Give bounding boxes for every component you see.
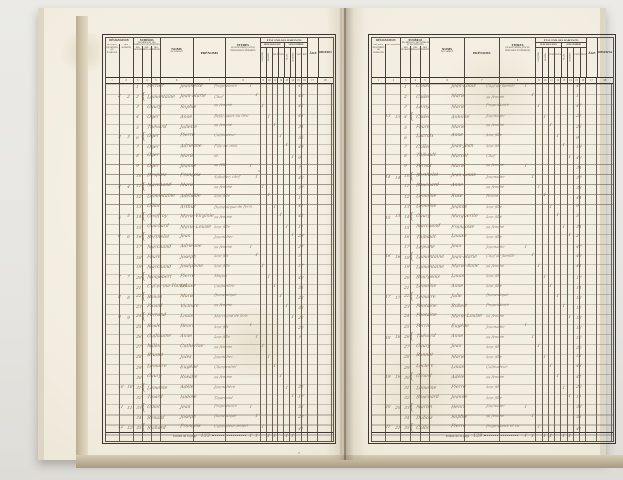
cell-col-observations-r — [597, 83, 612, 441]
header-total-masculin: TOTAL — [278, 53, 284, 56]
header-designation-rues: DES RUES, QUARTIERS OU HAMEAUX — [106, 43, 120, 77]
page-edge-left — [76, 16, 88, 468]
header-mariees-r: MARIÉES — [568, 48, 575, 77]
header-maries-r: MARIÉS — [543, 48, 549, 77]
header-designation-r: DÉSIGNATION DES RUES, QUARTIERS OU HAMEA… — [372, 37, 402, 77]
header-numeros-menages-r: DES MÉNAGES — [411, 46, 421, 77]
cell-col-num-menages — [143, 83, 152, 441]
header-prenoms: PRÉNOMS — [194, 37, 227, 77]
cell-col-num-maisons — [134, 83, 143, 441]
cell-col-prenoms — [194, 83, 227, 441]
cell-col-age-r — [586, 83, 598, 441]
header-veuves-r: VEUVES — [574, 48, 581, 77]
header-etat-civil: ÉTAT CIVIL DES HABITANTS SEXE MASCULIN G… — [260, 37, 309, 77]
cell-col-num-individus — [152, 83, 161, 441]
header-numeros: NUMÉROS DES MÉNAGES, DES FAMILLES ET DES… — [134, 37, 161, 77]
cell-col-prenoms-r — [465, 83, 500, 441]
header-sexe-feminin: SEXE FÉMININ FILLES MARIÉES VEUVES TOTAL — [284, 43, 308, 77]
cell-col-rues-r — [372, 83, 387, 441]
cell-col-age — [308, 83, 319, 441]
header-designation: DÉSIGNATION DES RUES, QUARTIERS OU HAMEA… — [106, 37, 134, 77]
totals-tally: 1 — [523, 433, 528, 439]
cell-col-observations — [318, 83, 332, 441]
header-numeros-menages: DES MÉNAGES — [143, 46, 152, 77]
header-noms-r: NOMS DE FAMILLE — [430, 37, 465, 77]
totals-tally: 1 — [542, 433, 547, 439]
header-numeros-maisons-r: DES MAISONS — [401, 46, 412, 77]
table-header-right: DÉSIGNATION DES RUES, QUARTIERS OU HAMEA… — [371, 37, 613, 78]
totals-tally: 1 — [567, 433, 572, 439]
census-table-right: DÉSIGNATION DES RUES, QUARTIERS OU HAMEA… — [368, 34, 616, 444]
cell-col-rues — [106, 83, 120, 441]
table-header-left: DÉSIGNATION DES RUES, QUARTIERS OU HAMEA… — [105, 37, 333, 78]
cell-col-noms-r — [430, 83, 465, 441]
header-veufs-r: VEUFS — [549, 48, 556, 77]
header-total-feminin-r: TOTAL — [580, 53, 586, 56]
totals-tally: 1 — [248, 433, 253, 439]
ink-fleck — [298, 452, 300, 454]
header-designation-maisons: DES MAISONS — [121, 44, 131, 49]
header-prenoms-r: PRÉNOMS — [465, 37, 500, 77]
book-block: DÉSIGNATION DES RUES, QUARTIERS OU HAMEA… — [38, 8, 623, 468]
header-mariees: MARIÉES — [291, 48, 297, 77]
census-table-left: DÉSIGNATION DES RUES, QUARTIERS OU HAMEA… — [102, 34, 336, 444]
totals-tally: 1 — [266, 433, 271, 439]
header-garcons: GARÇONS — [261, 48, 267, 77]
header-observations-r: OBSERVATIONS — [598, 49, 612, 54]
header-filles: FILLES — [285, 48, 291, 77]
cell-col-num-individus-r — [421, 83, 431, 441]
cell-col-titres — [226, 83, 261, 441]
header-numeros-individus: DES INDIVIDUS — [151, 46, 160, 52]
ink-fleck — [258, 170, 260, 172]
totals-tally: 1 — [548, 433, 553, 439]
header-maries: MARIÉS — [267, 48, 273, 77]
totals-tally: 1 — [290, 433, 295, 439]
header-observations: OBSERVATIONS — [318, 49, 333, 54]
totals-tally: 1 — [272, 433, 277, 439]
header-designation-rues-r: DES RUES, QUARTIERS OU HAMEAUX — [372, 43, 387, 77]
spine-fold-line — [344, 8, 346, 460]
header-veuves: VEUVES — [296, 48, 303, 77]
header-filles-r: FILLES — [562, 48, 568, 77]
column-number-band-right: 1 2 3 4 5 6 7 8 9 10 11 12 13 14 15 16 1 — [371, 77, 613, 84]
header-sexe-masculin-r: SEXE MASCULIN GARÇONS MARIÉS VEUFS TOTAL — [536, 43, 562, 77]
header-age-r: ÂGE — [587, 37, 598, 77]
header-numeros-individus-r: DES INDIVIDUS — [420, 46, 430, 52]
header-total-masculin-r: TOTAL — [555, 53, 561, 56]
cell-col-num-menages-r — [411, 83, 421, 441]
header-age: ÂGE — [308, 37, 319, 77]
header-sexe-masculin: SEXE MASCULIN GARÇONS MARIÉS VEUFS TOTAL — [260, 43, 285, 77]
page-edge-bottom — [76, 455, 623, 468]
header-total-feminin: TOTAL — [302, 53, 307, 56]
header-garcons-r: GARÇONS — [536, 48, 543, 77]
header-noms: NOMS DE FAMILLE — [161, 37, 194, 77]
cell-col-maisons-desig-r — [386, 83, 402, 441]
table-body-right: 1 Collet Jean-Louis Chef de famille 47 1 2 Cade… — [371, 83, 613, 441]
cell-col-num-maisons-r — [401, 83, 411, 441]
cell-col-noms — [161, 83, 194, 441]
header-veufs: VEUFS — [273, 48, 279, 77]
table-body-left: 1 Perrier Jeannette Propriétaire 47 1 2 2 2 Lamon… — [105, 83, 333, 441]
header-numeros-r: NUMÉROS DES MÉNAGES, DES FAMILLES ET DES… — [401, 37, 431, 77]
header-sexe-feminin-r: SEXE FÉMININ FILLES MARIÉES VEUVES TOTAL — [561, 43, 586, 77]
header-titres: TITRES QUALIFICATIONS, ÉTAT OU PROFESSIO… — [226, 37, 261, 77]
totals-tally: 1 — [284, 433, 289, 439]
header-designation-maisons-r: DES MAISONS — [386, 44, 401, 47]
cell-col-titres-r — [500, 83, 537, 441]
cell-col-maisons-desig — [120, 83, 134, 441]
header-numeros-maisons: DES MAISONS — [134, 46, 143, 77]
column-number-band-left: 1 2 3 4 5 6 7 8 9 10 11 12 13 14 15 16 1 — [105, 77, 333, 84]
header-etat-civil-r: ÉTAT CIVIL DES HABITANTS SEXE MASCULIN G… — [536, 37, 587, 77]
totals-tally: 1 — [254, 433, 259, 439]
totals-tally: 1 — [530, 433, 534, 439]
totals-tally: 1 — [561, 433, 566, 439]
header-titres-r: TITRES QUALIFICATIONS, ÉTAT OU PROFESSIO… — [500, 37, 537, 77]
